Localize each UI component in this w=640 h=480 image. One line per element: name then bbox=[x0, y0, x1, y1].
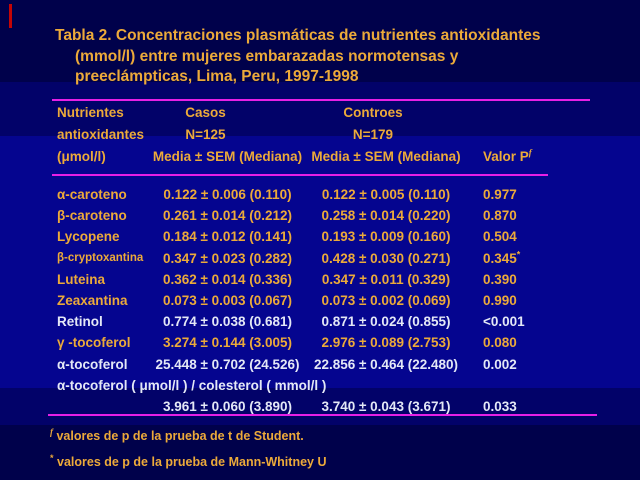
header-media-controles: Media ± SEM (Mediana) bbox=[311, 149, 461, 164]
p-value-cell: 0.977 bbox=[483, 187, 517, 202]
casos-value-cell: 0.184 ± 0.012 (0.141) bbox=[162, 229, 292, 245]
table-row: Luteina 0.362 ± 0.014 (0.336) 0.347 ± 0.01… bbox=[50, 269, 597, 290]
controles-value-cell: 3.740 ± 0.043 (3.671) bbox=[321, 398, 451, 414]
header-controles: Controes bbox=[343, 105, 403, 120]
red-accent-mark bbox=[9, 4, 12, 28]
p-value-cell: 0.080 bbox=[483, 335, 517, 351]
header-nutrients: Nutrientes bbox=[57, 105, 124, 120]
controles-value-cell: 0.073 ± 0.002 (0.069) bbox=[321, 292, 451, 308]
header-row-1: Nutrientes Casos Controes bbox=[50, 102, 597, 124]
table-header: Nutrientes Casos Controes antioxidantes … bbox=[50, 102, 597, 168]
controles-value-cell: 0.871 ± 0.024 (0.855) bbox=[321, 314, 451, 330]
title-line-3: preeclámpticas, Lima, Peru, 1997-1998 bbox=[75, 68, 359, 85]
nutrient-name-cell: β-caroteno bbox=[57, 208, 127, 224]
casos-value-cell: 3.961 ± 0.060 (3.890) bbox=[162, 398, 292, 414]
p-value-cell: 0.390 bbox=[483, 271, 517, 287]
nutrient-name-cell: Zeaxantina bbox=[57, 292, 128, 308]
table-row: β-caroteno 0.261 ± 0.014 (0.212) 0.258 ± 0… bbox=[50, 205, 597, 226]
nutrient-name-cell: Lycopene bbox=[57, 229, 120, 245]
table-row: α-caroteno 0.122 ± 0.006 (0.110) 0.122 ± 0… bbox=[50, 184, 597, 205]
table-top-rule bbox=[52, 99, 590, 101]
p-value-cell: <0.001 bbox=[483, 314, 525, 330]
casos-value-cell: 0.073 ± 0.003 (0.067) bbox=[162, 292, 292, 308]
table-row: Retinol 0.774 ± 0.038 (0.681) 0.871 ± 0.02… bbox=[50, 311, 597, 332]
casos-value-cell: 25.448 ± 0.702 (24.526) bbox=[155, 356, 300, 372]
p-value-cell: 0.345* bbox=[483, 249, 521, 266]
controles-value-cell: 0.122 ± 0.005 (0.110) bbox=[321, 187, 451, 202]
table-row: Lycopene 0.184 ± 0.012 (0.141) 0.193 ± 0.0… bbox=[50, 226, 597, 247]
header-valor-p: Valor Pf bbox=[483, 147, 532, 164]
table-row: Zeaxantina 0.073 ± 0.003 (0.067) 0.073 ± 0… bbox=[50, 290, 597, 311]
nutrient-name-cell: γ -tocoferol bbox=[57, 335, 131, 351]
casos-value-cell: 0.122 ± 0.006 (0.110) bbox=[163, 187, 292, 202]
controles-value-cell: 22.856 ± 0.464 (22.480) bbox=[313, 356, 459, 372]
nutrient-name-cell: α-tocoferol bbox=[57, 356, 128, 372]
controles-value-cell: 0.193 ± 0.009 (0.160) bbox=[321, 229, 451, 245]
p-value-cell: 0.990 bbox=[483, 292, 517, 308]
header-spacer-2 bbox=[467, 124, 597, 146]
footnotes: f valores de p de la prueba de t de Stud… bbox=[50, 421, 590, 473]
footnote-marker: * bbox=[50, 453, 54, 464]
p-value-superscript: * bbox=[516, 249, 521, 260]
header-spacer-1 bbox=[467, 102, 597, 124]
casos-value-cell: 0.774 ± 0.038 (0.681) bbox=[162, 314, 292, 330]
header-units: (μmol/l) bbox=[57, 149, 106, 164]
table-header-rule bbox=[52, 174, 548, 176]
header-casos: Casos bbox=[185, 105, 226, 120]
footnote: * valores de p de la prueba de Mann-Whit… bbox=[50, 453, 327, 470]
controles-value-cell: 2.976 ± 0.089 (2.753) bbox=[321, 335, 451, 351]
table-row: 3.961 ± 0.060 (3.890) 3.740 ± 0.043 (3.67… bbox=[50, 396, 597, 417]
table-row: γ -tocoferol 3.274 ± 0.144 (3.005) 2.976 ±… bbox=[50, 332, 597, 353]
nutrient-name-cell: β-cryptoxantina bbox=[57, 251, 144, 264]
footnote-marker: f bbox=[50, 427, 53, 437]
nutrient-name-cell: Retinol bbox=[57, 314, 103, 330]
nutrient-name-cell: α-caroteno bbox=[57, 187, 127, 202]
header-n-controles: N=179 bbox=[352, 127, 394, 142]
header-row-3: (μmol/l) Media ± SEM (Mediana) Media ± S… bbox=[50, 146, 597, 168]
table-row: α-tocoferol 25.448 ± 0.702 (24.526) 22.856… bbox=[50, 354, 597, 375]
table-bottom-rule bbox=[48, 414, 597, 416]
nutrient-name-cell: Luteina bbox=[57, 271, 106, 287]
title-line-1: Tabla 2. Concentraciones plasmáticas de … bbox=[55, 27, 541, 44]
p-value-cell: 0.870 bbox=[483, 208, 517, 224]
header-antioxidantes: antioxidantes bbox=[57, 127, 145, 142]
casos-value-cell: 0.362 ± 0.014 (0.336) bbox=[162, 271, 292, 287]
title-line-2: (mmol/l) entre mujeres embarazadas normo… bbox=[75, 47, 459, 65]
slide-title: Tabla 2. Concentraciones plasmáticas de … bbox=[55, 26, 580, 88]
p-value-cell: 0.002 bbox=[483, 356, 517, 372]
header-n-casos: N=125 bbox=[185, 127, 226, 142]
controles-value-cell: 0.347 ± 0.011 (0.329) bbox=[321, 271, 451, 287]
table-row: β-cryptoxantina 0.347 ± 0.023 (0.282) 0.42… bbox=[50, 248, 597, 269]
table-row-span-label: α-tocoferol ( μmol/l ) / colesterol ( mm… bbox=[57, 377, 327, 393]
p-value-cell: 0.033 bbox=[483, 398, 517, 414]
controles-value-cell: 0.428 ± 0.030 (0.271) bbox=[321, 250, 451, 266]
header-row-2: antioxidantes N=125 N=179 bbox=[50, 124, 597, 146]
casos-value-cell: 0.347 ± 0.023 (0.282) bbox=[162, 250, 292, 266]
p-value-cell: 0.504 bbox=[483, 229, 517, 245]
table-body: α-caroteno 0.122 ± 0.006 (0.110) 0.122 ± 0… bbox=[50, 184, 597, 417]
p-superscript: f bbox=[528, 147, 532, 158]
casos-value-cell: 0.261 ± 0.014 (0.212) bbox=[162, 208, 292, 224]
casos-value-cell: 3.274 ± 0.144 (3.005) bbox=[162, 335, 292, 351]
footnote: f valores de p de la prueba de t de Stud… bbox=[50, 427, 304, 444]
header-media-casos: Media ± SEM (Mediana) bbox=[152, 149, 303, 164]
controles-value-cell: 0.258 ± 0.014 (0.220) bbox=[321, 208, 451, 224]
